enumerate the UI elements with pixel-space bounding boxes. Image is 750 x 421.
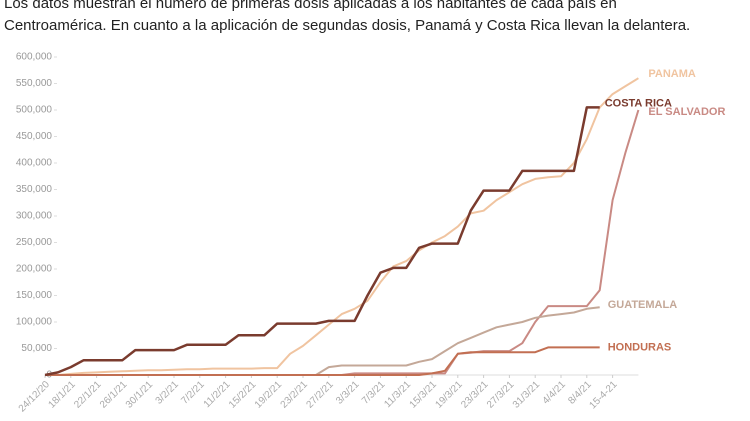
x-tick-label: 27/3/21 xyxy=(485,379,517,411)
y-tick-label: 150,000 xyxy=(16,290,53,301)
chart-title: Centroamérica. En cuanto a la aplicación… xyxy=(4,17,690,34)
x-tick-label: 15/3/21 xyxy=(408,379,440,411)
x-tick-label: 19/3/21 xyxy=(433,379,465,411)
line xyxy=(45,306,600,376)
line xyxy=(45,77,639,376)
line xyxy=(45,346,600,376)
y-tick-label: 350,000 xyxy=(16,184,53,195)
line xyxy=(44,106,600,377)
y-tick-label: 50,000 xyxy=(21,343,52,354)
x-tick-label: 3/3/21 xyxy=(334,379,362,407)
line xyxy=(45,109,640,376)
y-tick-label: 250,000 xyxy=(16,237,53,248)
x-tick-label: 24/12/20 xyxy=(17,379,53,415)
series-label: HONDURAS xyxy=(608,341,672,353)
x-tick-label: 31/3/21 xyxy=(511,379,543,411)
series-label: COSTA RICA xyxy=(605,97,672,109)
series-label: GUATEMALA xyxy=(608,299,678,311)
x-tick-label: 30/1/21 xyxy=(124,379,156,411)
y-tick-label: 300,000 xyxy=(16,211,53,222)
y-tick-label: 400,000 xyxy=(16,158,53,169)
x-tick-label: 23/3/21 xyxy=(459,379,491,411)
y-tick-label: 600,000 xyxy=(16,52,53,63)
x-tick-label: 3/2/21 xyxy=(154,379,182,407)
x-tick-label: 26/1/21 xyxy=(98,379,130,411)
x-tick-label: 23/2/21 xyxy=(279,379,311,411)
x-tick-label: 27/2/21 xyxy=(304,379,336,411)
x-tick-label: 15-4-21 xyxy=(587,379,619,411)
x-tick-label: 18/1/21 xyxy=(46,379,78,411)
chart-title: Los datos muestran el número de primeras… xyxy=(4,0,617,12)
x-tick-label: 15/2/21 xyxy=(227,379,259,411)
series-label: EL SALVADOR xyxy=(648,106,725,118)
y-tick-label: 100,000 xyxy=(16,317,53,328)
y-tick-label: 550,000 xyxy=(16,78,53,89)
x-tick-label: 19/2/21 xyxy=(253,379,285,411)
series-label: PANAMA xyxy=(648,68,696,80)
y-tick-label: 500,000 xyxy=(16,105,53,116)
x-tick-label: 22/1/21 xyxy=(72,379,104,411)
x-tick-label: 4/4/21 xyxy=(541,379,569,407)
y-tick-label: 450,000 xyxy=(16,131,53,142)
y-tick-label: 200,000 xyxy=(16,264,53,275)
